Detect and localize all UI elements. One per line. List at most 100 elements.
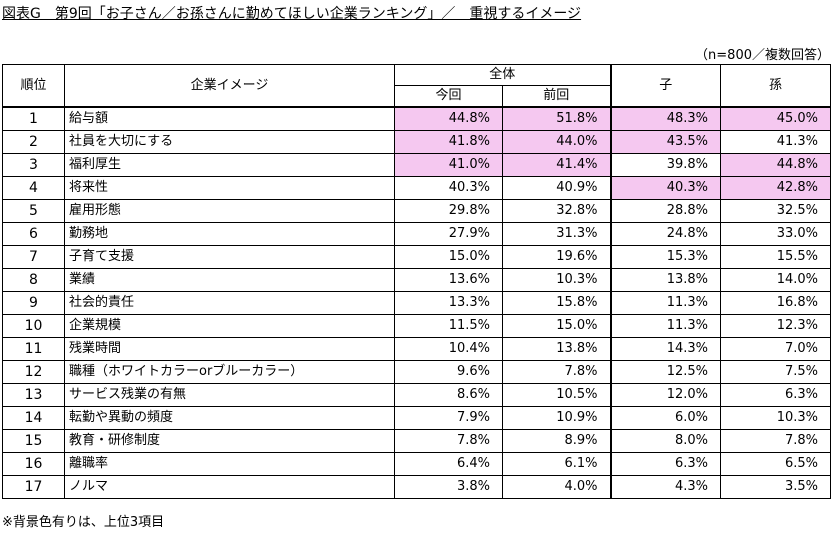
child-value-cell: 40.3% xyxy=(609,176,722,200)
child-value-cell: 48.3% xyxy=(609,106,722,131)
grandchild-value-cell: 42.8% xyxy=(720,176,832,200)
grandchild-value-cell: 15.5% xyxy=(720,245,832,269)
current-value-cell: 41.8% xyxy=(394,130,503,154)
image-name-cell: 雇用形態 xyxy=(64,199,395,223)
grandchild-value-cell: 7.8% xyxy=(720,429,832,453)
current-value-cell: 27.9% xyxy=(394,222,503,246)
image-name-cell: 残業時間 xyxy=(64,337,395,361)
child-value-cell: 12.0% xyxy=(609,383,722,407)
previous-value-cell: 15.0% xyxy=(501,314,612,338)
image-name-cell: 社会的責任 xyxy=(64,291,395,315)
table-row: 2 社員を大切にする 41.8% 44.0% 43.5% 41.3% xyxy=(2,130,832,154)
table-row: 16 離職率 6.4% 6.1% 6.3% 6.5% xyxy=(2,452,832,476)
previous-value-cell: 10.3% xyxy=(501,268,612,292)
current-value-cell: 40.3% xyxy=(394,176,503,200)
grandchild-value-cell: 10.3% xyxy=(720,406,832,430)
child-value-cell: 28.8% xyxy=(609,199,722,223)
current-value-cell: 44.8% xyxy=(394,106,503,131)
previous-value-cell: 13.8% xyxy=(501,337,612,361)
grandchild-value-cell: 45.0% xyxy=(720,106,832,131)
child-value-cell: 13.8% xyxy=(609,268,722,292)
header-overall: 全体 xyxy=(393,64,612,86)
current-value-cell: 8.6% xyxy=(394,383,503,407)
rank-cell: 1 xyxy=(2,106,65,131)
current-value-cell: 10.4% xyxy=(394,337,503,361)
image-name-cell: 教育・研修制度 xyxy=(64,429,395,453)
grandchild-value-cell: 6.5% xyxy=(720,452,832,476)
table-row: 8 業績 13.6% 10.3% 13.8% 14.0% xyxy=(2,268,832,292)
image-name-cell: 勤務地 xyxy=(64,222,395,246)
image-name-cell: 離職率 xyxy=(64,452,395,476)
ranking-table: 順位 企業イメージ 全体 子 孫 今回 前回 1 給与額 44.8% 51.8% 48.… xyxy=(2,64,832,499)
rank-cell: 10 xyxy=(2,314,65,338)
image-name-cell: 企業規模 xyxy=(64,314,395,338)
grandchild-value-cell: 44.8% xyxy=(720,153,832,177)
table-row: 11 残業時間 10.4% 13.8% 14.3% 7.0% xyxy=(2,337,832,361)
current-value-cell: 7.8% xyxy=(394,429,503,453)
footnote: ※背景色有りは、上位3項目 xyxy=(2,515,165,530)
previous-value-cell: 32.8% xyxy=(501,199,612,223)
image-name-cell: サービス残業の有無 xyxy=(64,383,395,407)
grandchild-value-cell: 32.5% xyxy=(720,199,832,223)
table-row: 5 雇用形態 29.8% 32.8% 28.8% 32.5% xyxy=(2,199,832,223)
grandchild-value-cell: 16.8% xyxy=(720,291,832,315)
header-current: 今回 xyxy=(394,85,503,108)
rank-cell: 4 xyxy=(2,176,65,200)
rank-cell: 3 xyxy=(2,153,65,177)
grandchild-value-cell: 41.3% xyxy=(720,130,832,154)
previous-value-cell: 10.9% xyxy=(501,406,612,430)
table-row: 9 社会的責任 13.3% 15.8% 11.3% 16.8% xyxy=(2,291,832,315)
rank-cell: 2 xyxy=(2,130,65,154)
table-row: 12 職種（ホワイトカラーorブルーカラー） 9.6% 7.8% 12.5% 7.5% xyxy=(2,360,832,384)
table-row: 17 ノルマ 3.8% 4.0% 4.3% 3.5% xyxy=(2,475,832,499)
grandchild-value-cell: 3.5% xyxy=(720,475,832,499)
previous-value-cell: 41.4% xyxy=(501,153,612,177)
image-name-cell: ノルマ xyxy=(64,475,395,499)
grandchild-value-cell: 6.3% xyxy=(720,383,832,407)
previous-value-cell: 6.1% xyxy=(501,452,612,476)
current-value-cell: 41.0% xyxy=(394,153,503,177)
previous-value-cell: 51.8% xyxy=(501,106,612,131)
rank-cell: 8 xyxy=(2,268,65,292)
current-value-cell: 11.5% xyxy=(394,314,503,338)
image-name-cell: 子育て支援 xyxy=(64,245,395,269)
previous-value-cell: 8.9% xyxy=(501,429,612,453)
grandchild-value-cell: 14.0% xyxy=(720,268,832,292)
header-image: 企業イメージ xyxy=(64,64,395,108)
current-value-cell: 6.4% xyxy=(394,452,503,476)
header-grandchild: 孫 xyxy=(720,64,832,108)
current-value-cell: 7.9% xyxy=(394,406,503,430)
table-row: 4 将来性 40.3% 40.9% 40.3% 42.8% xyxy=(2,176,832,200)
image-name-cell: 福利厚生 xyxy=(64,153,395,177)
child-value-cell: 12.5% xyxy=(609,360,722,384)
child-value-cell: 11.3% xyxy=(609,291,722,315)
table-row: 13 サービス残業の有無 8.6% 10.5% 12.0% 6.3% xyxy=(2,383,832,407)
table-row: 15 教育・研修制度 7.8% 8.9% 8.0% 7.8% xyxy=(2,429,832,453)
table-row: 1 給与額 44.8% 51.8% 48.3% 45.0% xyxy=(2,106,832,131)
rank-cell: 16 xyxy=(2,452,65,476)
image-name-cell: 給与額 xyxy=(64,106,395,131)
rank-cell: 9 xyxy=(2,291,65,315)
rank-cell: 6 xyxy=(2,222,65,246)
header-child: 子 xyxy=(609,64,722,108)
image-name-cell: 転勤や異動の頻度 xyxy=(64,406,395,430)
previous-value-cell: 40.9% xyxy=(501,176,612,200)
grandchild-value-cell: 33.0% xyxy=(720,222,832,246)
child-value-cell: 8.0% xyxy=(609,429,722,453)
grandchild-value-cell: 12.3% xyxy=(720,314,832,338)
child-value-cell: 15.3% xyxy=(609,245,722,269)
rank-cell: 11 xyxy=(2,337,65,361)
previous-value-cell: 31.3% xyxy=(501,222,612,246)
previous-value-cell: 15.8% xyxy=(501,291,612,315)
child-value-cell: 14.3% xyxy=(609,337,722,361)
previous-value-cell: 7.8% xyxy=(501,360,612,384)
rank-cell: 5 xyxy=(2,199,65,223)
child-value-cell: 6.0% xyxy=(609,406,722,430)
table-row: 6 勤務地 27.9% 31.3% 24.8% 33.0% xyxy=(2,222,832,246)
child-value-cell: 6.3% xyxy=(609,452,722,476)
current-value-cell: 9.6% xyxy=(394,360,503,384)
rank-cell: 17 xyxy=(2,475,65,499)
rank-cell: 13 xyxy=(2,383,65,407)
grandchild-value-cell: 7.0% xyxy=(720,337,832,361)
image-name-cell: 将来性 xyxy=(64,176,395,200)
